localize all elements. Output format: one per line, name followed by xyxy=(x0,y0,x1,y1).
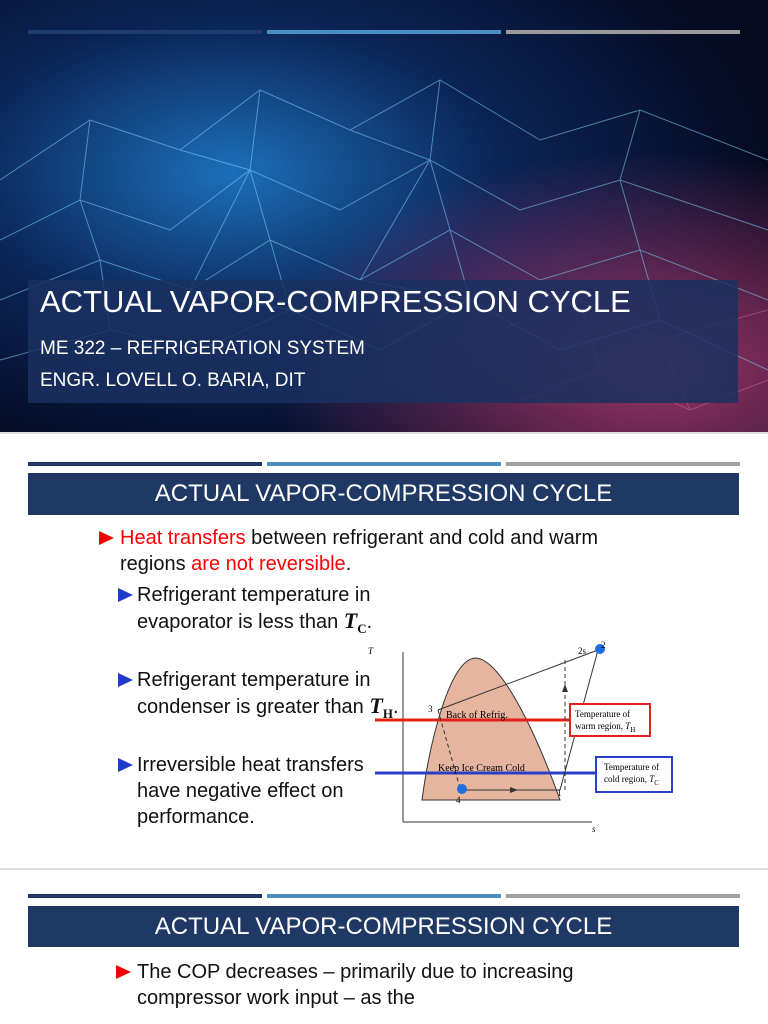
text-run: warm region, xyxy=(575,721,625,731)
process-line xyxy=(437,649,599,711)
math-symbol: T xyxy=(343,608,358,633)
region-label: Keep Ice Cream Cold xyxy=(438,763,525,774)
bullet-text: Refrigerant temperature in condenser is … xyxy=(137,667,402,727)
bullet-marker xyxy=(118,673,133,687)
accent-bar xyxy=(506,894,740,898)
accent-bar xyxy=(28,462,262,466)
state-dot xyxy=(457,784,467,794)
axis-label: s xyxy=(592,824,596,834)
bullet-text: Refrigerant temperature in evaporator is… xyxy=(137,582,402,642)
slide-divider xyxy=(0,868,768,870)
text-run: . xyxy=(345,553,352,575)
box-label: Temperature of xyxy=(575,709,630,719)
text-run: cold region, xyxy=(604,774,649,784)
bullet-text: Irreversible heat transfers have negativ… xyxy=(137,752,402,830)
title-box: ACTUAL VAPOR-COMPRESSION CYCLE ME 322 – … xyxy=(28,280,738,403)
accent-bar xyxy=(28,30,262,34)
text-run: between refrigerant and cold and warm re… xyxy=(120,527,599,575)
text-run: are not reversible xyxy=(191,553,346,575)
slide-title: ACTUAL VAPOR-COMPRESSION CYCLE xyxy=(40,284,631,319)
text-run: T xyxy=(649,774,655,784)
title-slide: ACTUAL VAPOR-COMPRESSION CYCLE ME 322 – … xyxy=(0,0,768,432)
text-run: The COP decreases – primarily due to inc… xyxy=(137,961,574,1009)
state-label: 1 xyxy=(557,788,562,798)
bullet-marker xyxy=(99,531,114,545)
box-label: warm region, TH xyxy=(575,721,635,734)
subscript: C xyxy=(654,779,659,787)
accent-bar xyxy=(28,894,262,898)
accent-bar xyxy=(506,30,740,34)
text-run: T xyxy=(625,721,631,731)
arrow xyxy=(510,787,518,793)
arrow xyxy=(562,684,568,692)
subscript: H xyxy=(630,726,635,734)
text-run: Irreversible heat transfers have negativ… xyxy=(137,754,364,828)
saturation-dome xyxy=(421,657,561,801)
cold-box xyxy=(595,756,673,793)
subtitle: ME 322 – REFRIGERATION SYSTEM xyxy=(40,338,365,359)
t-s-diagram: Ts 1 2 2s 3 4 Back of Refrig. Keep Ice Cream Co… xyxy=(368,640,673,834)
subtitle: ENGR. LOVELL O. BARIA, DIT xyxy=(40,370,306,391)
state-dot xyxy=(595,644,605,654)
text-run: Heat transfers xyxy=(120,527,246,549)
region-label: Back of Refrig. xyxy=(446,710,508,721)
accent-bar xyxy=(267,30,501,34)
bullet-text: The COP decreases – primarily due to inc… xyxy=(137,959,657,1011)
subscript: H xyxy=(382,706,393,721)
bullet-marker xyxy=(118,758,133,772)
subscript: C xyxy=(357,621,367,636)
accent-bar xyxy=(506,462,740,466)
axis-label: T xyxy=(368,646,374,656)
bullet-marker xyxy=(118,588,133,602)
bullet-marker xyxy=(116,965,131,979)
text-run: Refrigerant temperature in condenser is … xyxy=(137,669,371,718)
accent-bar xyxy=(267,894,501,898)
state-label: 2 xyxy=(601,640,606,650)
math-symbol: T xyxy=(369,693,383,718)
text-run: . xyxy=(392,696,399,718)
state-label: 3 xyxy=(428,704,433,714)
bullet-text: Heat transfers between refrigerant and c… xyxy=(120,525,640,577)
slide-title: ACTUAL VAPOR-COMPRESSION CYCLE xyxy=(28,473,739,515)
accent-bar xyxy=(267,462,501,466)
text-run: Refrigerant temperature in evaporator is… xyxy=(137,584,371,633)
state-label: 2s xyxy=(578,646,587,656)
text-run: . xyxy=(366,611,373,633)
slide-title: ACTUAL VAPOR-COMPRESSION CYCLE xyxy=(28,906,739,947)
slide-divider xyxy=(0,432,768,434)
box-label: Temperature of xyxy=(604,762,659,772)
box-label: cold region, TC xyxy=(604,774,659,787)
state-label: 4 xyxy=(456,795,461,805)
warm-box xyxy=(569,703,651,737)
